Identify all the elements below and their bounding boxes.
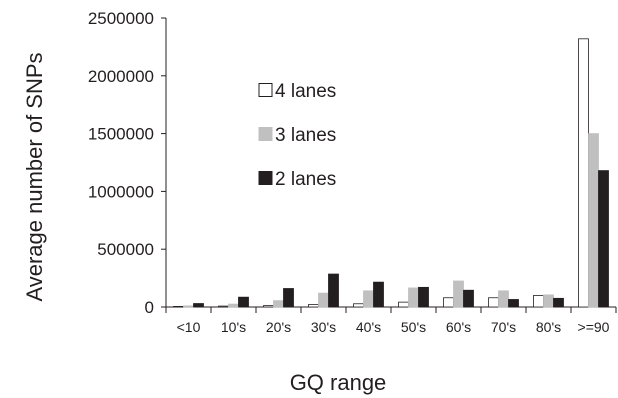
bar-2-lanes (328, 273, 339, 308)
bar-3-lanes (318, 292, 329, 308)
y-tick-label: 2000000 (88, 67, 154, 86)
legend-label: 3 lanes (275, 125, 336, 146)
bar-2-lanes (418, 286, 429, 308)
bar-3-lanes (453, 280, 464, 308)
bar-3-lanes (543, 294, 554, 308)
bar-4-lanes (443, 297, 454, 308)
y-tick-label: 2500000 (88, 9, 154, 28)
plot-area: 0 500000 1000000 1500000 2000000 2500000 <10 10… (88, 9, 617, 335)
bar-4-lanes (308, 304, 319, 308)
bar-2-lanes (238, 296, 249, 308)
y-tick-label: 1000000 (88, 182, 154, 201)
legend-label: 4 lanes (275, 81, 336, 102)
y-tick-label: 1500000 (88, 125, 154, 144)
y-axis-title: Average number of SNPs (22, 52, 47, 301)
bar-4-lanes (218, 305, 229, 308)
bar-3-lanes (408, 287, 419, 308)
legend-swatch (258, 171, 273, 185)
x-tick-label: 70's (491, 319, 516, 335)
bar-2-lanes (193, 303, 204, 308)
x-tick-label: >=90 (578, 319, 610, 335)
legend-label: 2 lanes (275, 169, 336, 190)
bar-3-lanes (273, 300, 284, 308)
bar-2-lanes (553, 297, 564, 308)
bar-3-lanes (588, 133, 599, 308)
bar-4-lanes (578, 38, 589, 308)
x-tick-label: 30's (311, 319, 336, 335)
bar-2-lanes (373, 281, 384, 308)
bar-3-lanes (363, 290, 374, 308)
x-axis-title: GQ range (290, 370, 387, 395)
x-tick-label: 10's (221, 319, 246, 335)
x-tick-label: 60's (446, 319, 471, 335)
legend: 4 lanes 3 lanes 2 lanes (258, 81, 336, 190)
bar-3-lanes (228, 303, 239, 308)
bar-3-lanes (183, 305, 194, 308)
bar-2-lanes (283, 288, 294, 308)
bar-2-lanes (463, 289, 474, 308)
y-tick-label: 500000 (97, 240, 154, 259)
legend-swatch (258, 127, 273, 141)
bar-2-lanes (598, 170, 609, 308)
bar-4-lanes (173, 306, 184, 308)
bar-3-lanes (498, 290, 509, 308)
x-tick-label: <10 (177, 319, 201, 335)
x-tick-label: 40's (356, 319, 381, 335)
legend-swatch (258, 83, 273, 97)
x-tick-label: 20's (266, 319, 291, 335)
bar-4-lanes (488, 297, 499, 308)
bar-4-lanes (398, 301, 409, 308)
bar-4-lanes (263, 305, 274, 308)
bar-4-lanes (353, 303, 364, 308)
y-tick-label: 0 (145, 298, 154, 317)
bar-4-lanes (533, 295, 544, 308)
bar-2-lanes (508, 299, 519, 308)
x-tick-label: 50's (401, 319, 426, 335)
x-tick-label: 80's (536, 319, 561, 335)
